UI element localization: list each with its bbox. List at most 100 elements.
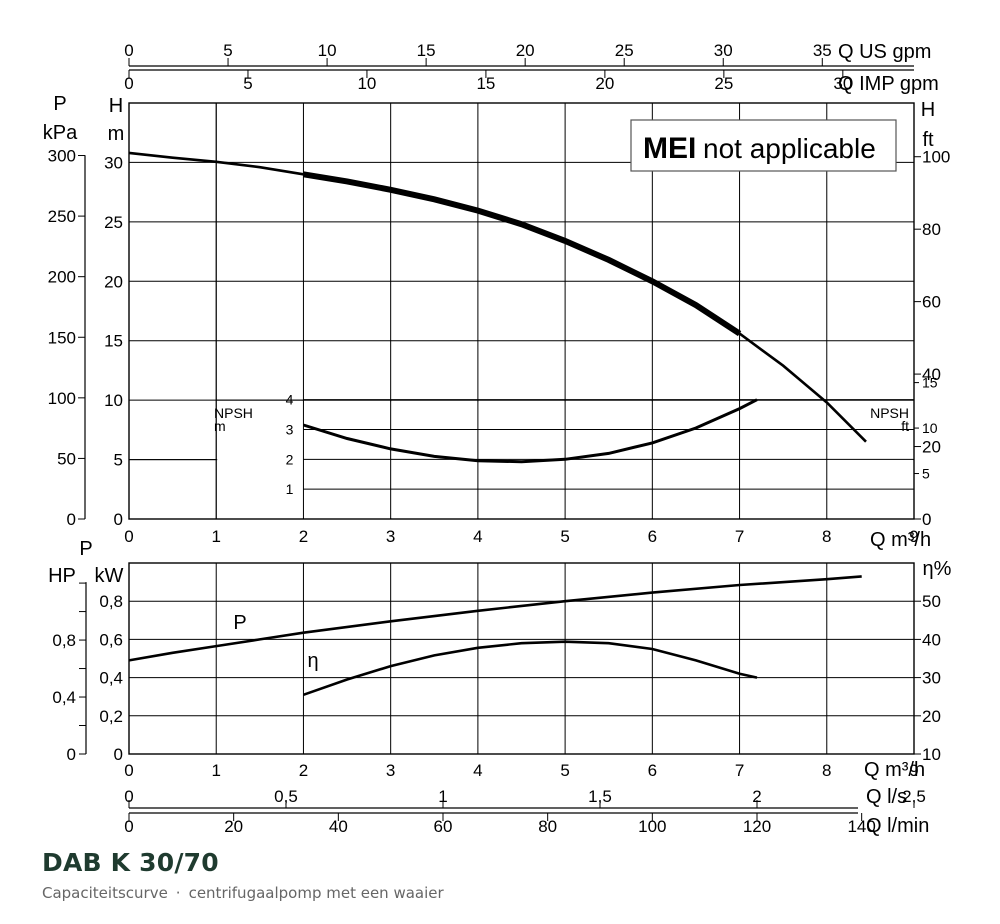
npsh-left-label: NPSH	[214, 405, 253, 421]
npsh-ft-tick-label: 10	[922, 420, 938, 436]
flow-axis-tick-label-top: 3	[386, 527, 395, 546]
top-axis-tick-label: 30	[714, 41, 733, 60]
power-axis-tick-label: 0	[114, 745, 123, 764]
power-axis-tick-label: 0,8	[99, 592, 123, 611]
flow-axis-tick-label-top: 0	[124, 527, 133, 546]
bottom-axis-tick-label: 0	[124, 817, 133, 836]
head-panel-frame	[128, 102, 915, 520]
npsh-left-unit: m	[214, 418, 226, 434]
feet-axis-label-h: H	[921, 99, 935, 121]
feet-axis-tick-label: 100	[922, 148, 950, 167]
npsh-right-unit: ft	[901, 418, 909, 434]
bottom-axis-tick-label: 120	[743, 817, 771, 836]
npsh-curve	[302, 398, 758, 464]
head-axis-tick-label: 25	[104, 213, 123, 232]
top-axis-tick-label: 15	[476, 74, 495, 93]
top-axis-tick-label: 25	[714, 74, 733, 93]
pressure-axis-tick-label: 50	[57, 449, 76, 468]
top-axis-tick-label: 5	[243, 74, 252, 93]
pressure-axis-label-kpa: kPa	[43, 122, 78, 144]
efficiency-axis-tick-label: 30	[922, 669, 941, 688]
bottom-axis-tick-label: 1	[438, 787, 447, 806]
npsh-m-tick-label: 2	[286, 451, 294, 467]
efficiency-axis-tick-label: 50	[922, 592, 941, 611]
pressure-axis-tick-label: 150	[48, 328, 76, 347]
top-axis-tick-label: 5	[223, 41, 232, 60]
hp-axis-tick-label: 0,8	[52, 631, 76, 650]
top-axis-tick-label: 10	[318, 41, 337, 60]
top-axis-tick-label: 0	[124, 74, 133, 93]
bottom-axis-tick-label: 40	[329, 817, 348, 836]
power-axis-label-p: P	[79, 538, 92, 560]
power-panel-frame	[128, 562, 915, 755]
power-axis-tick-label: 0,2	[99, 707, 123, 726]
npsh-m-tick-label: 4	[286, 392, 294, 408]
top-axis-tick-label: 35	[813, 41, 832, 60]
npsh-m-tick-label: 3	[286, 422, 294, 438]
bottom-axis-tick-label: 0	[124, 787, 133, 806]
bottom-axis-tick-label: 1,5	[588, 787, 612, 806]
efficiency-axis-tick-label: 10	[922, 745, 941, 764]
pump-subtitle: Capaciteitscurve · centrifugaalpomp met ee…	[42, 884, 444, 902]
bottom-axis-tick-label: 60	[434, 817, 453, 836]
bottom-axis-tick-label: 2,5	[902, 787, 926, 806]
npsh-ft-tick-label: 5	[922, 466, 930, 482]
flow-axis-tick-label-top: 2	[299, 527, 308, 546]
bottom-axis-tick-label: 0,5	[274, 787, 298, 806]
flow-axis-tick-label-top: 7	[735, 527, 744, 546]
pressure-axis-tick-label: 300	[48, 147, 76, 166]
top-axis-tick-label: 15	[417, 41, 436, 60]
top-axis-tick-label: 20	[516, 41, 535, 60]
power-axis-tick-label: 0,4	[99, 669, 123, 688]
head-axis-tick-label: 0	[114, 510, 123, 529]
pressure-axis-label-p: P	[53, 93, 66, 115]
top-axis-tick-label: 20	[595, 74, 614, 93]
head-axis-tick-label: 20	[104, 272, 123, 291]
flow-axis-tick-label-bottom: 4	[473, 761, 482, 780]
flow-axis-tick-label-bottom: 7	[735, 761, 744, 780]
efficiency-axis-tick-label: 40	[922, 630, 941, 649]
flow-axis-tick-label-bottom: 0	[124, 761, 133, 780]
power-axis-label-kw: kW	[95, 565, 124, 587]
head-axis-tick-label: 10	[104, 391, 123, 410]
feet-axis-tick-label: 80	[922, 220, 941, 239]
subtitle-separator: ·	[175, 884, 181, 902]
feet-axis-tick-label: 60	[922, 293, 941, 312]
bottom-axis-tick-label: 80	[538, 817, 557, 836]
pressure-axis-tick-label: 0	[67, 510, 76, 529]
flow-axis-label-top: Q m³/h	[870, 529, 931, 551]
subtitle-curve-type: Capaciteitscurve	[42, 884, 168, 902]
pressure-axis-tick-label: 200	[48, 268, 76, 287]
flow-axis-tick-label-top: 8	[822, 527, 831, 546]
subtitle-pump-type: centrifugaalpomp met een waaier	[188, 884, 444, 902]
flow-axis-tick-label-bottom: 1	[211, 761, 220, 780]
npsh-right-label: NPSH	[870, 405, 909, 421]
bottom-axis-tick-label: 2	[752, 787, 761, 806]
feet-axis-tick-label: 40	[922, 365, 941, 384]
efficiency-axis-tick-label: 20	[922, 707, 941, 726]
flow-axis-tick-label-top: 9	[909, 527, 918, 546]
head-axis-tick-label: 15	[104, 332, 123, 351]
feet-axis-tick-label: 20	[922, 438, 941, 457]
mei-badge-bold: MEI	[643, 132, 696, 165]
flow-axis-tick-label-top: 1	[211, 527, 220, 546]
flow-axis-tick-label-top: 4	[473, 527, 482, 546]
head-curve-operating-range	[302, 171, 742, 337]
hp-axis-tick-label: 0	[67, 745, 76, 764]
mei-badge-text: not applicable	[703, 133, 876, 164]
feet-axis-label-ft: ft	[922, 129, 934, 151]
head-axis-tick-label: 5	[114, 451, 123, 470]
pump-title: DAB K 30/70	[42, 848, 219, 877]
bottom-axis-label: Q l/min	[866, 815, 929, 837]
feet-axis-tick-label: 0	[922, 510, 931, 529]
bottom-axis-tick-label: 100	[638, 817, 666, 836]
top-axis-tick-label: 25	[615, 41, 634, 60]
efficiency-axis-label: η%	[923, 558, 952, 580]
efficiency-curve-label: η	[307, 650, 318, 672]
head-axis-label-m: m	[108, 123, 125, 145]
npsh-ft-tick-label: 15	[922, 375, 938, 391]
top-axis-label: Q IMP gpm	[838, 73, 939, 95]
head-curve	[128, 151, 867, 443]
top-axis-tick-label: 10	[357, 74, 376, 93]
top-axis-label: Q US gpm	[838, 41, 931, 63]
